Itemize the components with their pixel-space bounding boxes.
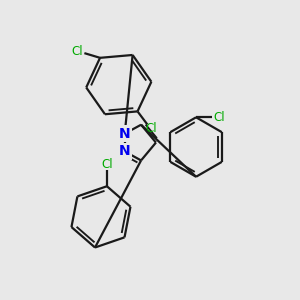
Text: Cl: Cl — [146, 122, 158, 135]
Text: N: N — [119, 145, 130, 158]
Text: Cl: Cl — [72, 45, 83, 58]
Text: N: N — [119, 127, 130, 141]
Text: Cl: Cl — [213, 111, 225, 124]
Text: Cl: Cl — [101, 158, 113, 171]
